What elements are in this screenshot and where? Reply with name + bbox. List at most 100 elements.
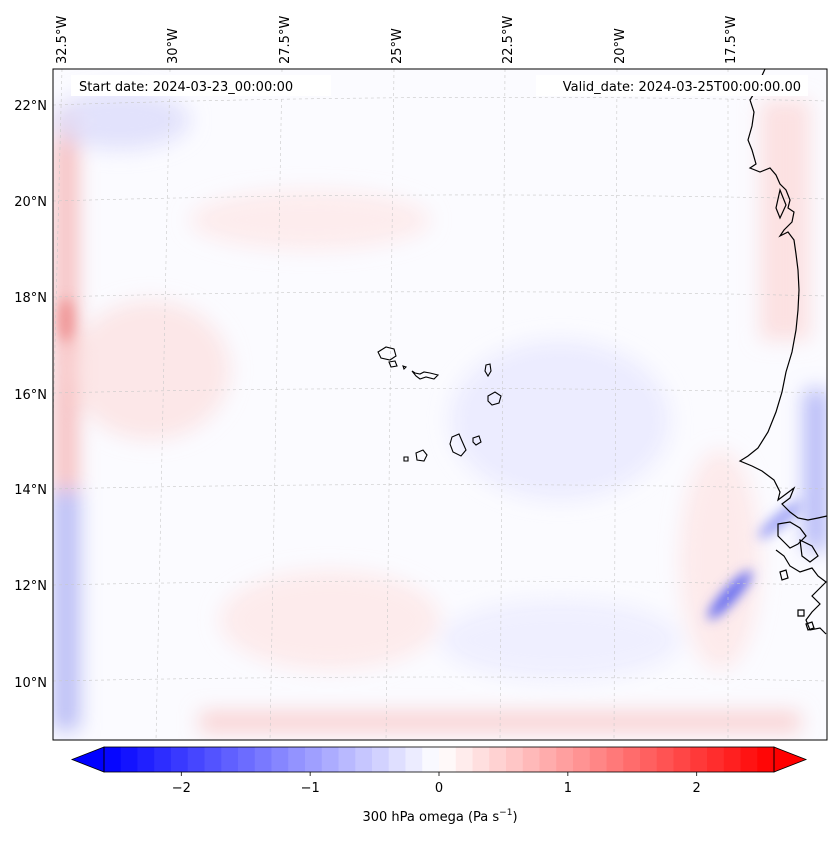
lon-label: 27.5°W [278, 16, 293, 64]
lon-label: 17.5°W [724, 16, 739, 64]
field-right-red-band [760, 100, 810, 340]
lon-label: 32.5°W [55, 16, 70, 64]
colorbar-tick-label: 2 [693, 781, 701, 796]
field-red-patch-south [220, 570, 440, 670]
colorbar-segment [221, 747, 239, 772]
colorbar-segment [656, 747, 674, 772]
map-panel: Start date: 2024-03-23_00:00:00 Valid_da… [53, 69, 827, 740]
colorbar-tick-label: 1 [564, 781, 572, 796]
colorbar-segment [254, 747, 272, 772]
colorbar-segment [522, 747, 540, 772]
colorbar-segment [690, 747, 708, 772]
island-santa-luzia [402, 365, 408, 371]
field-red-spot [58, 298, 74, 342]
colorbar-segment [573, 747, 591, 772]
field-blue-patch-top [53, 90, 190, 150]
field-left-blue-band [53, 490, 79, 730]
lon-label: 20°W [613, 28, 628, 64]
colorbar-segment [472, 747, 490, 772]
colorbar-label: 300 hPa omega (Pa s−1) [362, 808, 517, 825]
colorbar-segment [137, 747, 155, 772]
colorbar-segment [204, 747, 222, 772]
field-bottom-red-band [200, 712, 800, 732]
island-santiago [449, 433, 467, 457]
colorbar-segment [372, 747, 390, 772]
lat-label: 10°N [14, 676, 47, 691]
colorbar-segment [171, 747, 189, 772]
colorbar-segment [723, 747, 741, 772]
lat-label: 16°N [14, 388, 47, 403]
island-sal [484, 363, 492, 378]
map-frame [52, 68, 828, 741]
colorbar-segment [422, 747, 440, 772]
valid-date-box [536, 75, 808, 96]
colorbar-segment [355, 747, 373, 772]
colorbar-segment [506, 747, 524, 772]
colorbar-segment [539, 747, 557, 772]
omega-field [53, 90, 827, 732]
island-boa-vista [487, 391, 502, 406]
colorbar-segment [321, 747, 339, 772]
island-sao-vicente [388, 360, 398, 368]
colorbar-ticks: −2 −1 0 1 2 [172, 772, 701, 796]
colorbar-tick-label: 0 [435, 781, 443, 796]
colorbar-segment [154, 747, 172, 772]
colorbar-segment [757, 747, 775, 772]
lat-label: 22°N [14, 99, 47, 114]
field-blue-streak [707, 570, 753, 620]
colorbar-segment [104, 747, 122, 772]
colorbar-label-main: 300 hPa omega (Pa s [362, 810, 499, 825]
colorbar-segment [556, 747, 574, 772]
colorbar-segment [455, 747, 473, 772]
lon-label: 25°W [390, 28, 405, 64]
island-fogo [415, 449, 428, 462]
colorbar-segment [589, 747, 607, 772]
colorbar-segment [120, 747, 138, 772]
field-blue-streak-2 [758, 501, 802, 539]
field-blue-patch-center [450, 340, 670, 500]
colorbar-segment [640, 747, 658, 772]
start-date-box [71, 75, 331, 96]
gridlines [53, 69, 827, 740]
longitude-labels: 32.5°W 30°W 27.5°W 25°W 22.5°W 20°W 17.5… [55, 16, 739, 64]
lat-label: 20°N [14, 195, 47, 210]
colorbar-label-exponent: −1 [499, 808, 512, 818]
colorbar-segment [489, 747, 507, 772]
colorbar-segment [439, 747, 457, 772]
colorbar-tick-label: −2 [172, 781, 191, 796]
lon-label: 30°W [166, 28, 181, 64]
colorbar-segment [707, 747, 725, 772]
field-right-blue-band [805, 390, 827, 550]
lat-label: 18°N [14, 291, 47, 306]
colorbar-segment [305, 747, 323, 772]
colorbar-segment [238, 747, 256, 772]
colorbar-segment [405, 747, 423, 772]
valid-date-label: Valid_date: 2024-03-25T00:00:00.00 [563, 80, 801, 95]
colorbar-segment [673, 747, 691, 772]
colorbar-segment [740, 747, 758, 772]
colorbar-segment [606, 747, 624, 772]
colorbar-segment [187, 747, 205, 772]
field-red-patch-west [70, 300, 230, 440]
colorbar: −2 −1 0 1 2 300 hPa omega (Pa s−1) [70, 746, 808, 825]
field-blue-patch-south [440, 600, 680, 680]
colorbar-arrow-high [773, 746, 808, 773]
lon-label: 22.5°W [501, 16, 516, 64]
island-maio [472, 435, 482, 446]
colorbar-segment [271, 747, 289, 772]
field-red-patch-east [680, 450, 760, 670]
start-date-label: Start date: 2024-03-23_00:00:00 [79, 80, 293, 95]
colorbar-segments [104, 747, 775, 772]
colorbar-segment [288, 747, 306, 772]
latitude-labels: 22°N 20°N 18°N 16°N 14°N 12°N 10°N [14, 99, 47, 691]
lat-label: 12°N [14, 579, 47, 594]
island-sao-nicolau [411, 370, 440, 380]
colorbar-label-close: ) [512, 810, 517, 825]
colorbar-segment [338, 747, 356, 772]
island-brava [403, 456, 409, 462]
colorbar-tick-label: −1 [301, 781, 320, 796]
cape-verde-islands [377, 346, 502, 462]
colorbar-arrow-low [70, 746, 105, 773]
colorbar-segment [623, 747, 641, 772]
field-red-patch-north [190, 190, 430, 250]
